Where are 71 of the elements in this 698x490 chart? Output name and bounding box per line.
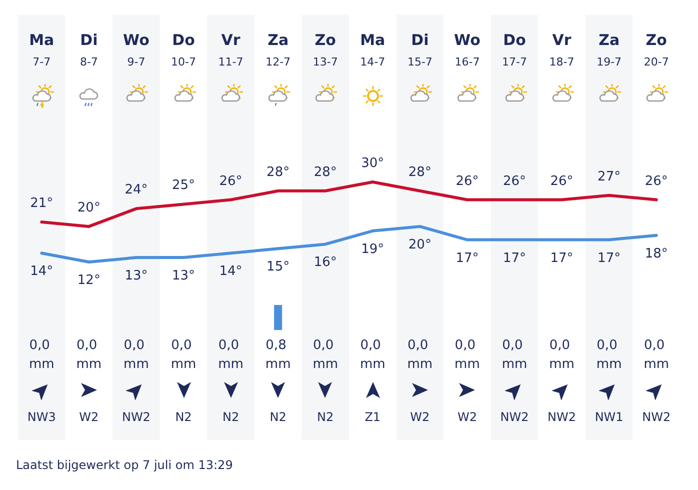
x-tick-label: Za 19-7 [596,31,622,68]
data-label: 26° [219,174,242,189]
data-label: 0,0 mm [360,338,386,372]
text: N2 [175,410,192,424]
data-label: 19° [361,242,384,257]
data-label: 0,0 mm [407,338,433,372]
x-tick-label: Za 12-7 [266,31,291,68]
data-label: 25° [172,178,196,194]
x-tick-label: Do 10-7 [171,31,196,68]
data-label: 0,0 mm [170,338,196,372]
text: W2 [410,410,430,424]
data-label: 14° [30,264,54,280]
text: Z1 [364,410,381,424]
text: N2 [222,410,240,424]
data-label: 0,0 mm [596,338,622,372]
data-label: 0,0 mm [502,338,528,372]
data-label: 18° [644,246,668,262]
x-tick-label: Zo 13-7 [312,31,338,68]
x-tick-label: Wo 9-7 [123,31,150,68]
data-label: 21° [30,196,54,211]
data-label: 28° [408,164,432,180]
data-label: 0,0 mm [644,338,670,372]
data-label: 0,0 mm [218,338,244,372]
text: NW2 [122,410,150,424]
data-label: 26° [550,174,574,189]
x-tick-label: Vr 11-7 [218,31,244,68]
data-label: 12° [77,273,100,288]
text: NW2 [500,410,529,424]
data-label: 28° [266,164,290,180]
data-label: 0,8 mm [265,338,291,372]
data-label: 26° [456,174,479,189]
data-label: 17° [550,250,574,266]
text: Laatst bijgewerkt op 7 juli om 13:29 [16,458,233,472]
text: W2 [79,410,99,424]
data-label: 17° [502,250,526,266]
data-label: 20° [408,237,432,252]
data-label: 17° [598,250,621,266]
x-tick-label: Do 17-7 [502,31,527,68]
text: NW2 [642,410,671,424]
data-label: 14° [219,264,242,280]
data-label: 13° [124,268,148,284]
data-label: 13° [172,268,196,284]
text: NW3 [27,410,56,424]
x-tick-label: Ma 14-7 [360,31,386,68]
data-label: 20° [77,200,100,216]
data-label: 15° [266,260,290,275]
text: N2 [270,410,286,424]
data-label: 28° [314,164,337,180]
data-label: 0,0 mm [454,338,480,372]
data-label: 0,0 mm [124,338,149,372]
data-label: 26° [644,174,668,189]
text: NW1 [594,410,624,424]
data-label: 27° [598,169,621,184]
data-label: 30° [361,156,384,171]
x-tick-label: Zo 20-7 [644,31,669,68]
data-label: 0,0 mm [549,338,574,372]
data-label: 24° [124,182,148,198]
data-label: 17° [456,250,479,266]
data-label: 26° [502,174,526,189]
data-label: 0,0 mm [312,338,338,372]
x-tick-label: Di 15-7 [407,31,432,68]
x-tick-label: Di 8-7 [80,31,98,68]
x-tick-label: Vr 18-7 [549,31,574,68]
text: W2 [457,410,477,424]
text: NW2 [548,410,576,424]
data-label: 0,0 mm [76,338,102,372]
x-tick-label: Ma 7-7 [29,31,54,68]
data-label: 0,0 mm [28,338,54,372]
x-tick-label: Wo 16-7 [454,31,480,68]
data-label: 16° [314,255,337,270]
text: N2 [317,410,334,424]
